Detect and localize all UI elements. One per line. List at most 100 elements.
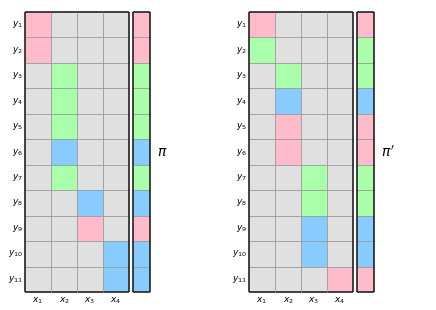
Bar (327, 190, 353, 216)
Bar (357, 114, 374, 139)
Bar (51, 88, 77, 114)
Text: $y_{8}$: $y_{8}$ (236, 197, 247, 208)
Bar (103, 63, 129, 88)
Bar (249, 38, 275, 63)
Bar (77, 165, 103, 190)
Bar (249, 88, 275, 114)
Bar (51, 139, 77, 165)
Text: $y_{6}$: $y_{6}$ (12, 147, 23, 157)
Bar (25, 88, 51, 114)
Bar (249, 139, 275, 165)
Bar (103, 114, 129, 139)
Bar (103, 165, 129, 190)
Text: $y_{10}$: $y_{10}$ (8, 248, 23, 259)
Bar (249, 216, 275, 241)
Bar (25, 165, 51, 190)
Bar (133, 190, 150, 216)
Text: $y_{1}$: $y_{1}$ (12, 19, 23, 30)
Bar (327, 114, 353, 139)
Text: $x_{1}$: $x_{1}$ (256, 295, 268, 305)
Bar (249, 190, 275, 216)
Text: $y_{8}$: $y_{8}$ (12, 197, 23, 208)
Bar (77, 38, 103, 63)
Bar (249, 114, 275, 139)
Bar (133, 38, 150, 63)
Bar (275, 88, 301, 114)
Bar (51, 241, 77, 267)
Text: $y_{2}$: $y_{2}$ (12, 45, 23, 56)
Bar (103, 190, 129, 216)
Bar (249, 267, 275, 292)
Bar (25, 190, 51, 216)
Text: $\pi'$: $\pi'$ (381, 144, 395, 160)
Bar (327, 139, 353, 165)
Bar (133, 88, 150, 114)
Bar (327, 165, 353, 190)
Bar (327, 63, 353, 88)
Bar (327, 88, 353, 114)
Bar (301, 241, 327, 267)
Bar (327, 241, 353, 267)
Bar (357, 12, 374, 38)
Bar (77, 216, 103, 241)
Bar (25, 267, 51, 292)
Text: $x_{4}$: $x_{4}$ (110, 295, 122, 305)
Bar (51, 190, 77, 216)
Text: $y_{11}$: $y_{11}$ (8, 274, 23, 285)
Text: $y_{2}$: $y_{2}$ (236, 45, 247, 56)
Bar (357, 165, 374, 190)
Bar (133, 165, 150, 190)
Bar (301, 216, 327, 241)
Bar (25, 63, 51, 88)
Bar (77, 190, 103, 216)
Bar (357, 139, 374, 165)
Bar (327, 12, 353, 38)
Text: $y_{10}$: $y_{10}$ (232, 248, 247, 259)
Bar (51, 165, 77, 190)
Bar (25, 38, 51, 63)
Bar (51, 38, 77, 63)
Text: $x_{4}$: $x_{4}$ (334, 295, 346, 305)
Bar (133, 139, 150, 165)
Bar (103, 241, 129, 267)
Bar (357, 190, 374, 216)
Text: $y_{1}$: $y_{1}$ (236, 19, 247, 30)
Bar (133, 267, 150, 292)
Bar (103, 216, 129, 241)
Text: $y_{4}$: $y_{4}$ (12, 95, 23, 107)
Bar (77, 267, 103, 292)
Bar (133, 241, 150, 267)
Bar (301, 139, 327, 165)
Bar (77, 139, 103, 165)
Bar (301, 165, 327, 190)
Text: $y_{4}$: $y_{4}$ (236, 95, 247, 107)
Bar (77, 241, 103, 267)
Text: $y_{7}$: $y_{7}$ (236, 172, 247, 183)
Bar (51, 63, 77, 88)
Bar (357, 216, 374, 241)
Bar (275, 12, 301, 38)
Bar (275, 165, 301, 190)
Text: $y_{11}$: $y_{11}$ (232, 274, 247, 285)
Bar (133, 63, 150, 88)
Bar (103, 38, 129, 63)
Bar (249, 12, 275, 38)
Text: $\pi$: $\pi$ (157, 145, 167, 159)
Text: $x_{2}$: $x_{2}$ (283, 295, 293, 305)
Bar (103, 139, 129, 165)
Bar (327, 38, 353, 63)
Bar (25, 216, 51, 241)
Bar (133, 216, 150, 241)
Bar (301, 267, 327, 292)
Text: $x_{2}$: $x_{2}$ (58, 295, 69, 305)
Bar (275, 38, 301, 63)
Bar (301, 63, 327, 88)
Bar (25, 241, 51, 267)
Bar (275, 139, 301, 165)
Bar (301, 190, 327, 216)
Bar (275, 241, 301, 267)
Text: $x_{3}$: $x_{3}$ (85, 295, 95, 305)
Bar (357, 241, 374, 267)
Bar (25, 114, 51, 139)
Bar (51, 267, 77, 292)
